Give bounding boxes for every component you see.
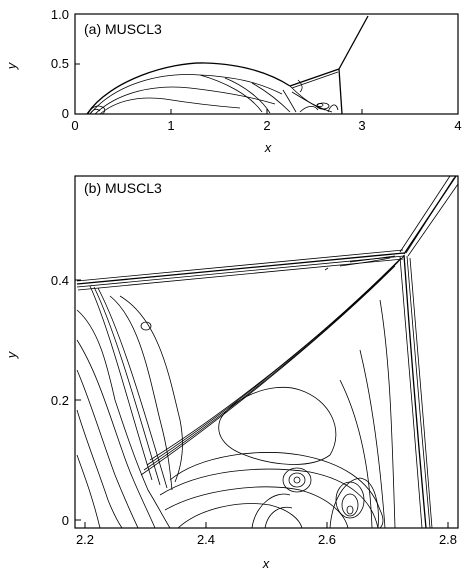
panel-a-ticks bbox=[74, 13, 459, 115]
panel-b-xtick-2: 2.6 bbox=[318, 532, 336, 547]
panel-b-contours bbox=[76, 175, 459, 529]
panel-b-frame bbox=[74, 175, 459, 529]
panel-a-xtick-3: 3 bbox=[358, 118, 365, 133]
panel-a-xtick-4: 4 bbox=[454, 118, 461, 133]
panel-a-xtick-1: 1 bbox=[167, 118, 174, 133]
panel-b-xtick-3: 2.8 bbox=[439, 532, 457, 547]
panel-b-ytick-1: 0.2 bbox=[51, 393, 69, 408]
panel-a-ytick-1: 0.5 bbox=[51, 56, 69, 71]
panel-b-xtick-1: 2.4 bbox=[197, 532, 215, 547]
panel-a-ytick-2: 1.0 bbox=[51, 7, 69, 22]
panel-b-title: (b) MUSCL3 bbox=[84, 180, 162, 196]
panel-b-xtick-0: 2.2 bbox=[76, 532, 94, 547]
panel-b-ticks bbox=[75, 279, 449, 528]
panel-a-xlabel: x bbox=[264, 140, 272, 155]
panel-a-title: (a) MUSCL3 bbox=[84, 21, 162, 37]
panel-b-ytick-2: 0.4 bbox=[51, 273, 69, 288]
panel-b: 2.2 2.4 2.6 2.8 0 0.2 0.4 x y (b) MUSCL3 bbox=[4, 175, 459, 571]
panel-a-xtick-2: 2 bbox=[263, 118, 270, 133]
panel-a-contours bbox=[86, 15, 369, 115]
panel-a: 0 1 2 3 4 0 0.5 1.0 x y (a) MUSCL3 bbox=[4, 7, 462, 155]
panel-a-xtick-0: 0 bbox=[71, 118, 78, 133]
panel-b-xlabel: x bbox=[262, 556, 270, 571]
panel-b-ylabel: y bbox=[4, 350, 19, 359]
panel-b-ytick-0: 0 bbox=[62, 513, 69, 528]
panel-a-ytick-0: 0 bbox=[62, 106, 69, 121]
panel-a-ylabel: y bbox=[4, 61, 19, 70]
